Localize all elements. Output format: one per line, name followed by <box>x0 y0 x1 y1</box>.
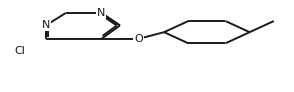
Text: O: O <box>134 34 143 44</box>
Text: N: N <box>97 8 106 18</box>
Text: N: N <box>41 21 50 30</box>
Text: Cl: Cl <box>15 46 26 56</box>
